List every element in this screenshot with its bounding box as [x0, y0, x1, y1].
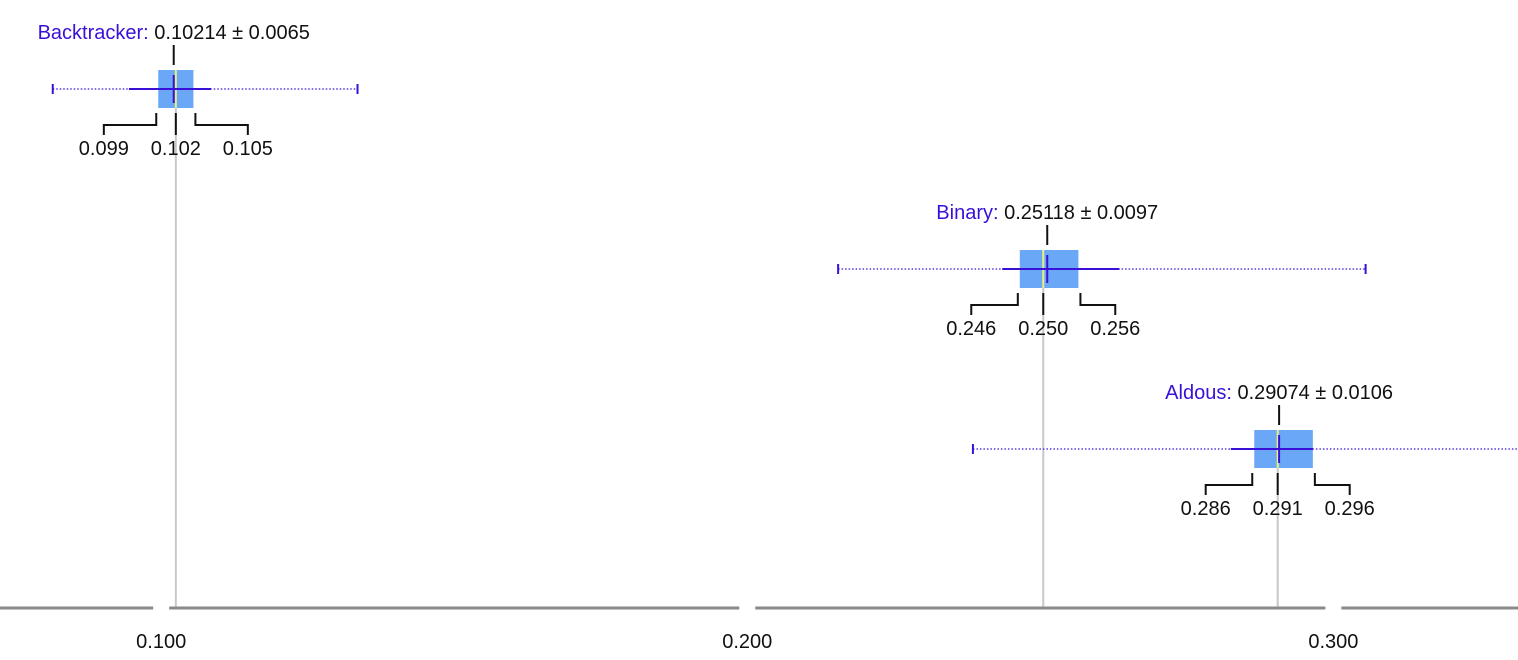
- q1-bracket: [102, 113, 158, 135]
- x-tick-label: 0.200: [722, 631, 772, 653]
- series-mean-label: 0.10214 ± 0.0065: [149, 22, 310, 44]
- median-label: 0.291: [1253, 498, 1303, 520]
- median-label: 0.250: [1018, 318, 1068, 340]
- series-label: Binary: 0.25118 ± 0.0097: [936, 202, 1158, 224]
- x-tick-label: 0.300: [1308, 631, 1358, 653]
- series-name: Aldous:: [1165, 382, 1232, 404]
- q3-label: 0.256: [1090, 318, 1140, 340]
- series-name: Backtracker:: [38, 22, 149, 44]
- series-mean-label: 0.25118 ± 0.0097: [999, 202, 1159, 224]
- x-tick-label: 0.100: [136, 631, 186, 653]
- series-mean-label: 0.29074 ± 0.0106: [1232, 382, 1393, 404]
- q1-bracket: [970, 293, 1019, 315]
- q1-label: 0.246: [946, 318, 996, 340]
- series-label: Backtracker: 0.10214 ± 0.0065: [38, 22, 310, 44]
- series-name: Binary:: [936, 202, 998, 224]
- q3-bracket: [1313, 473, 1351, 495]
- series-label: Aldous: 0.29074 ± 0.0106: [1165, 382, 1393, 404]
- q1-bracket: [1204, 473, 1254, 495]
- q3-bracket: [1079, 293, 1117, 315]
- q1-label: 0.286: [1181, 498, 1231, 520]
- q1-label: 0.099: [79, 138, 129, 160]
- q3-label: 0.296: [1325, 498, 1375, 520]
- median-label: 0.102: [151, 138, 201, 160]
- q3-bracket: [194, 113, 249, 135]
- q3-label: 0.105: [223, 138, 273, 160]
